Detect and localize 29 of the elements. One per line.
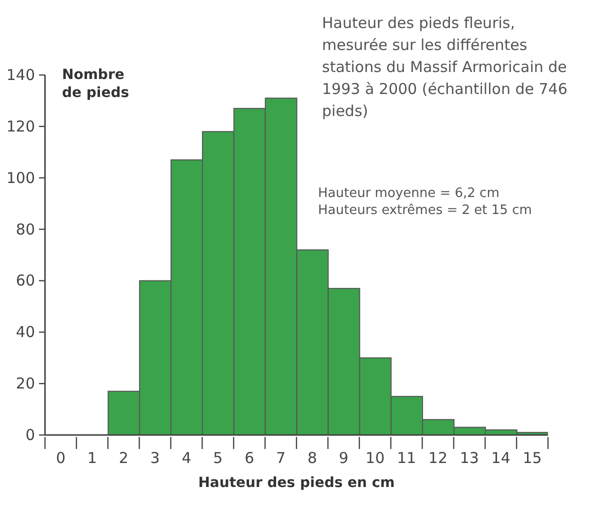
y-tick-label: 80 <box>16 220 35 238</box>
x-tick-label: 12 <box>428 449 448 467</box>
y-tick-label: 40 <box>16 323 35 342</box>
x-tick-label: 7 <box>276 449 286 467</box>
x-tick-label: 15 <box>522 449 542 467</box>
y-tick-label: 0 <box>25 426 35 444</box>
x-tick-label: 6 <box>244 449 254 467</box>
y-tick-label: 100 <box>6 168 35 187</box>
y-tick-label: 140 <box>6 66 35 84</box>
x-tick-label: 11 <box>396 449 416 467</box>
annotation: Hauteurs extrêmes = 2 et 15 cm <box>318 202 532 219</box>
annotation: Hauteur moyenne = 6,2 cm <box>318 185 500 202</box>
x-tick-label: 8 <box>307 449 317 467</box>
x-tick-label: 13 <box>460 449 479 467</box>
x-tick-label: 3 <box>150 449 160 467</box>
x-tick-label: 10 <box>366 449 385 467</box>
y-tick-label: 120 <box>6 117 35 136</box>
x-axis-title: Hauteur des pieds en cm <box>197 475 396 491</box>
x-tick-label: 1 <box>87 449 97 467</box>
x-tick-label: 5 <box>213 449 223 467</box>
chart-title: Hauteur des pieds fleuris, mesurée sur les différentes stations du Massif Armoricain de 1993 à 2000 (échantillon de 746 pieds) <box>322 13 568 122</box>
x-tick-label: 14 <box>491 449 510 467</box>
x-tick-label: 4 <box>182 449 192 467</box>
x-tick-label: 2 <box>118 449 128 467</box>
y-tick-label: 60 <box>16 272 35 290</box>
y-tick-label: 20 <box>16 374 35 393</box>
x-tick-label: 0 <box>56 449 66 467</box>
x-tick-label: 9 <box>338 449 348 467</box>
y-axis-title: Nombre de pieds <box>62 66 130 102</box>
